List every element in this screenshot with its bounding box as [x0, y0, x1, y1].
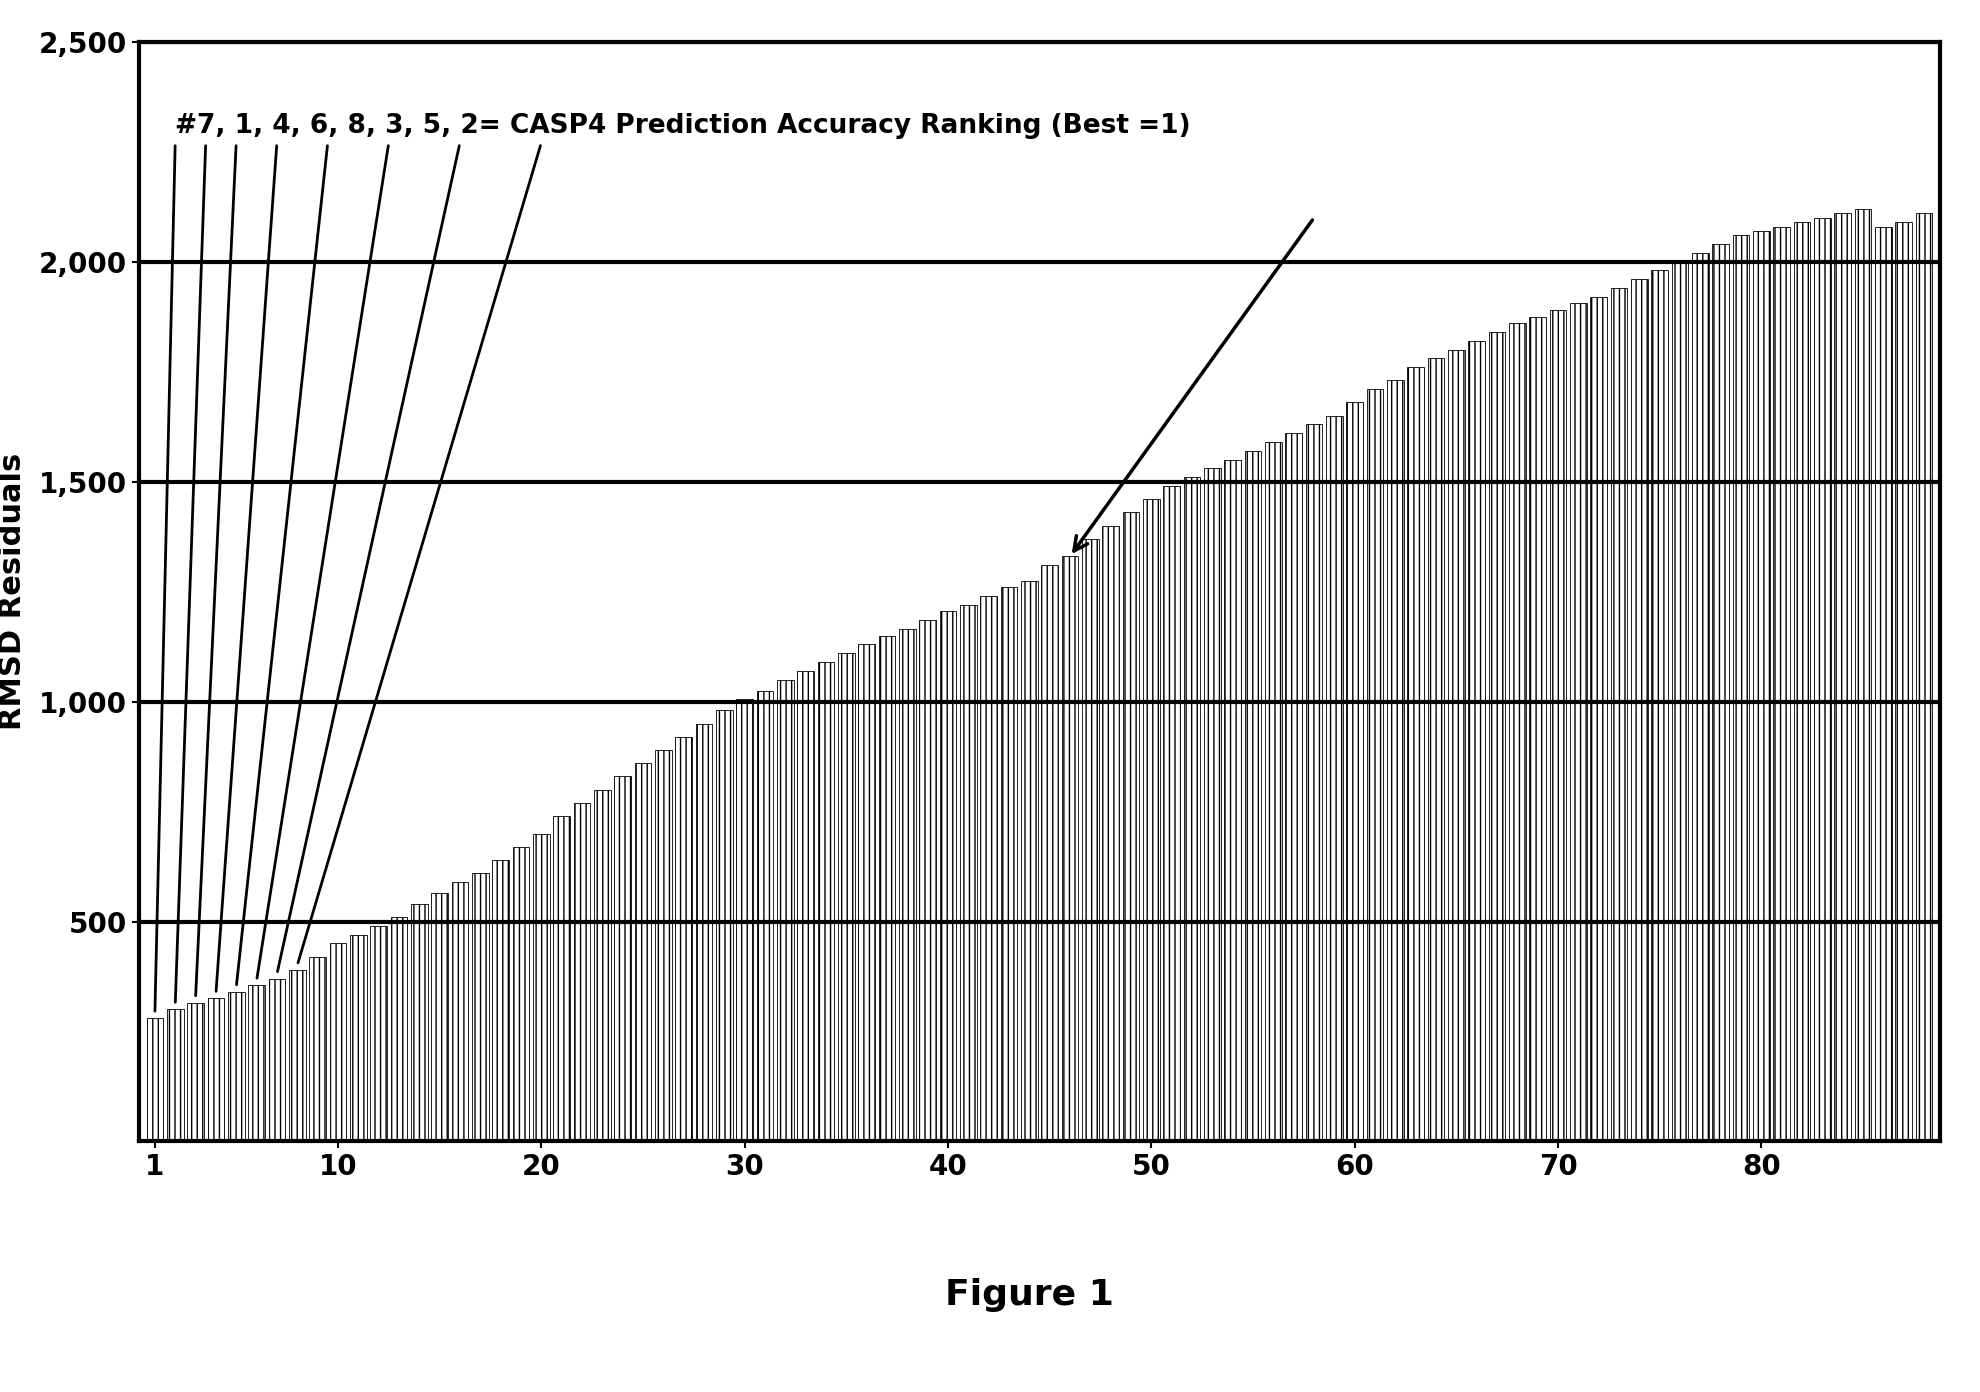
- Bar: [695, 724, 713, 1141]
- Bar: [147, 1019, 162, 1141]
- Bar: [208, 998, 224, 1141]
- Bar: [1917, 213, 1932, 1141]
- Bar: [1489, 333, 1505, 1141]
- Text: #7, 1, 4, 6, 8, 3, 5, 2= CASP4 Prediction Accuracy Ranking (Best =1): #7, 1, 4, 6, 8, 3, 5, 2= CASP4 Predictio…: [174, 113, 1190, 139]
- Bar: [1509, 323, 1527, 1141]
- Bar: [1164, 486, 1180, 1141]
- Bar: [798, 671, 814, 1141]
- Bar: [614, 777, 632, 1141]
- Bar: [432, 892, 447, 1141]
- Bar: [1388, 380, 1404, 1141]
- Bar: [166, 1009, 184, 1141]
- Bar: [1366, 390, 1384, 1141]
- Bar: [1713, 244, 1729, 1141]
- Bar: [1184, 477, 1200, 1141]
- Bar: [737, 699, 752, 1141]
- Bar: [350, 934, 366, 1141]
- Bar: [1123, 512, 1138, 1141]
- Bar: [675, 736, 691, 1141]
- Bar: [1570, 303, 1586, 1141]
- Bar: [493, 860, 509, 1141]
- Bar: [309, 956, 327, 1141]
- Bar: [1346, 402, 1362, 1141]
- Bar: [960, 604, 976, 1141]
- Bar: [838, 653, 855, 1141]
- Bar: [370, 926, 386, 1141]
- Bar: [1408, 367, 1424, 1141]
- Bar: [756, 690, 774, 1141]
- Y-axis label: RMSD Residuals: RMSD Residuals: [0, 452, 28, 731]
- Bar: [1875, 227, 1891, 1141]
- Bar: [1245, 451, 1261, 1141]
- Text: Figure 1: Figure 1: [944, 1278, 1115, 1311]
- Bar: [919, 621, 937, 1141]
- Bar: [1632, 280, 1647, 1141]
- Bar: [329, 944, 346, 1141]
- Bar: [1428, 359, 1443, 1141]
- Bar: [533, 834, 550, 1141]
- Bar: [1000, 587, 1018, 1141]
- Bar: [269, 979, 285, 1141]
- Bar: [1590, 296, 1608, 1141]
- Bar: [471, 873, 489, 1141]
- Bar: [1265, 443, 1281, 1141]
- Bar: [1774, 227, 1790, 1141]
- Bar: [980, 596, 998, 1141]
- Bar: [899, 629, 915, 1141]
- Bar: [1814, 217, 1832, 1141]
- Bar: [1327, 416, 1342, 1141]
- Bar: [1693, 253, 1709, 1141]
- Bar: [188, 1002, 204, 1141]
- Bar: [776, 679, 794, 1141]
- Bar: [1833, 213, 1851, 1141]
- Bar: [1204, 469, 1222, 1141]
- Bar: [1061, 557, 1079, 1141]
- Bar: [289, 970, 305, 1141]
- Bar: [717, 710, 733, 1141]
- Bar: [1895, 223, 1913, 1141]
- Bar: [390, 917, 408, 1141]
- Bar: [940, 611, 956, 1141]
- Bar: [1305, 425, 1323, 1141]
- Bar: [1732, 235, 1750, 1141]
- Bar: [1855, 209, 1871, 1141]
- Bar: [1103, 526, 1119, 1141]
- Bar: [1447, 349, 1465, 1141]
- Bar: [1529, 317, 1546, 1141]
- Bar: [655, 750, 671, 1141]
- Bar: [818, 663, 834, 1141]
- Bar: [513, 846, 529, 1141]
- Bar: [552, 816, 570, 1141]
- Bar: [594, 789, 610, 1141]
- Bar: [451, 883, 467, 1141]
- Bar: [857, 644, 875, 1141]
- Bar: [1041, 565, 1057, 1141]
- Bar: [1794, 223, 1810, 1141]
- Bar: [1612, 288, 1628, 1141]
- Bar: [1022, 580, 1038, 1141]
- Bar: [228, 992, 246, 1141]
- Bar: [1142, 500, 1160, 1141]
- Bar: [1651, 270, 1667, 1141]
- Bar: [248, 986, 265, 1141]
- Bar: [412, 903, 428, 1141]
- Bar: [1081, 539, 1099, 1141]
- Bar: [1285, 433, 1303, 1141]
- Bar: [1224, 459, 1241, 1141]
- Bar: [574, 803, 590, 1141]
- Bar: [1671, 262, 1689, 1141]
- Bar: [636, 763, 651, 1141]
- Bar: [1752, 231, 1770, 1141]
- Bar: [879, 636, 895, 1141]
- Bar: [1550, 310, 1566, 1141]
- Bar: [1469, 341, 1485, 1141]
